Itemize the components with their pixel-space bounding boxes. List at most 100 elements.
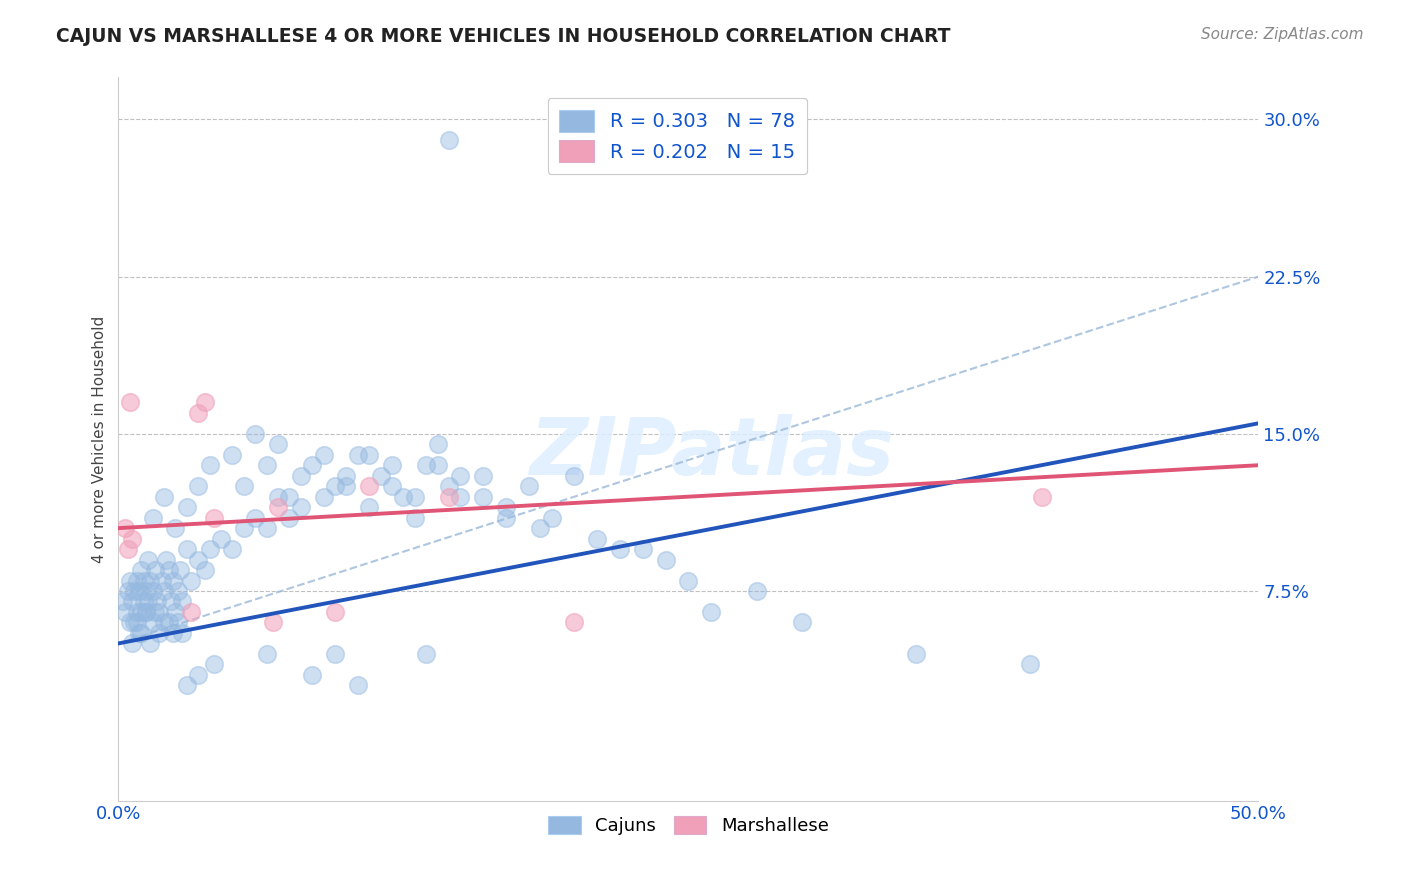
Cajuns bbox=[278, 490, 301, 504]
Cajuns bbox=[221, 542, 243, 557]
Cajuns bbox=[129, 563, 152, 577]
Cajuns bbox=[172, 626, 194, 640]
Cajuns bbox=[449, 490, 471, 504]
Cajuns bbox=[180, 574, 202, 588]
Marshallese bbox=[267, 500, 290, 515]
Cajuns bbox=[172, 594, 194, 608]
Cajuns bbox=[114, 605, 136, 619]
Cajuns bbox=[256, 647, 278, 661]
Cajuns bbox=[142, 615, 165, 630]
Cajuns bbox=[654, 552, 676, 566]
Cajuns bbox=[153, 490, 176, 504]
Cajuns bbox=[142, 510, 165, 524]
Marshallese bbox=[121, 532, 143, 546]
Cajuns bbox=[142, 584, 165, 599]
Cajuns bbox=[135, 584, 157, 599]
Cajuns bbox=[165, 521, 187, 535]
Cajuns bbox=[256, 521, 278, 535]
Cajuns bbox=[160, 594, 183, 608]
Cajuns bbox=[335, 468, 357, 483]
Cajuns bbox=[290, 500, 312, 515]
Marshallese bbox=[180, 605, 202, 619]
Cajuns bbox=[359, 500, 381, 515]
Cajuns bbox=[157, 563, 180, 577]
Cajuns bbox=[118, 574, 141, 588]
Cajuns bbox=[905, 647, 928, 661]
Marshallese bbox=[194, 395, 217, 409]
Cajuns bbox=[124, 584, 146, 599]
Cajuns bbox=[359, 448, 381, 462]
Cajuns bbox=[135, 605, 157, 619]
Cajuns bbox=[426, 458, 449, 473]
Cajuns bbox=[143, 563, 166, 577]
Cajuns bbox=[129, 605, 152, 619]
Marshallese bbox=[359, 479, 381, 493]
Cajuns bbox=[301, 668, 323, 682]
Cajuns bbox=[290, 468, 312, 483]
Cajuns bbox=[162, 626, 184, 640]
Marshallese bbox=[202, 510, 225, 524]
Cajuns bbox=[209, 532, 232, 546]
Cajuns bbox=[437, 133, 460, 147]
Text: ZIPatlas: ZIPatlas bbox=[529, 415, 894, 492]
Cajuns bbox=[256, 458, 278, 473]
Cajuns bbox=[267, 437, 290, 451]
Cajuns bbox=[392, 490, 415, 504]
Cajuns bbox=[132, 594, 155, 608]
Cajuns bbox=[187, 552, 209, 566]
Cajuns bbox=[472, 490, 495, 504]
Cajuns bbox=[148, 605, 170, 619]
Cajuns bbox=[529, 521, 551, 535]
Cajuns bbox=[117, 584, 139, 599]
Cajuns bbox=[143, 605, 166, 619]
Cajuns bbox=[146, 594, 169, 608]
Cajuns bbox=[426, 437, 449, 451]
Cajuns bbox=[404, 490, 426, 504]
Cajuns bbox=[347, 448, 370, 462]
Cajuns bbox=[128, 626, 150, 640]
Cajuns bbox=[540, 510, 562, 524]
Cajuns bbox=[745, 584, 768, 599]
Cajuns bbox=[169, 563, 191, 577]
Cajuns bbox=[278, 510, 301, 524]
Cajuns bbox=[312, 448, 335, 462]
Cajuns bbox=[194, 563, 217, 577]
Marshallese bbox=[263, 615, 285, 630]
Cajuns bbox=[312, 490, 335, 504]
Cajuns bbox=[495, 500, 517, 515]
Cajuns bbox=[162, 574, 184, 588]
Cajuns bbox=[437, 479, 460, 493]
Cajuns bbox=[631, 542, 654, 557]
Cajuns bbox=[404, 510, 426, 524]
Cajuns bbox=[335, 479, 357, 493]
Marshallese bbox=[118, 395, 141, 409]
Cajuns bbox=[415, 647, 437, 661]
Cajuns bbox=[121, 636, 143, 650]
Cajuns bbox=[370, 468, 392, 483]
Cajuns bbox=[118, 615, 141, 630]
Cajuns bbox=[135, 605, 157, 619]
Cajuns bbox=[472, 468, 495, 483]
Cajuns bbox=[139, 574, 162, 588]
Cajuns bbox=[245, 510, 267, 524]
Cajuns bbox=[136, 594, 159, 608]
Cajuns bbox=[495, 510, 517, 524]
Cajuns bbox=[176, 500, 198, 515]
Cajuns bbox=[449, 468, 471, 483]
Cajuns bbox=[381, 458, 404, 473]
Cajuns bbox=[150, 574, 173, 588]
Cajuns bbox=[129, 626, 152, 640]
Cajuns bbox=[232, 521, 254, 535]
Cajuns bbox=[148, 626, 170, 640]
Cajuns bbox=[347, 678, 370, 692]
Cajuns bbox=[125, 615, 148, 630]
Cajuns bbox=[153, 615, 176, 630]
Cajuns bbox=[198, 542, 221, 557]
Cajuns bbox=[125, 574, 148, 588]
Cajuns bbox=[111, 594, 134, 608]
Cajuns bbox=[198, 458, 221, 473]
Cajuns bbox=[187, 479, 209, 493]
Cajuns bbox=[166, 584, 188, 599]
Legend: R = 0.303   N = 78, R = 0.202   N = 15: R = 0.303 N = 78, R = 0.202 N = 15 bbox=[547, 98, 807, 174]
Cajuns bbox=[166, 615, 188, 630]
